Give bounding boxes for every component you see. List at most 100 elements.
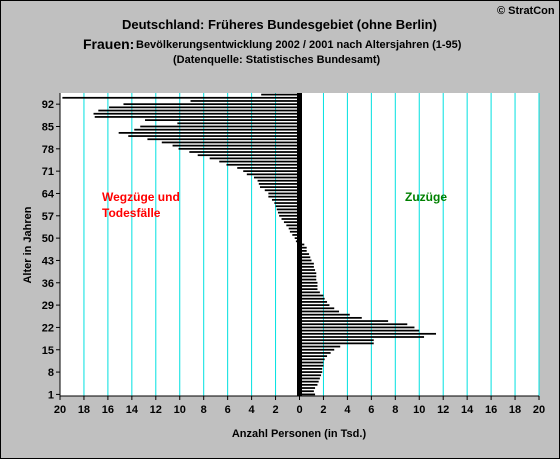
bar-age-68 <box>257 179 300 182</box>
x-tick-label: 4 <box>249 404 256 416</box>
bar-age-47 <box>299 246 307 249</box>
bar-age-15 <box>299 348 335 351</box>
x-tick-label: 12 <box>437 404 449 416</box>
bar-age-10 <box>299 364 324 367</box>
bar-age-18 <box>299 339 374 342</box>
bar-age-24 <box>299 320 389 322</box>
bar-age-41 <box>299 265 314 268</box>
x-tick-label: 6 <box>368 404 374 416</box>
bar-age-34 <box>299 288 318 291</box>
x-tick-label: 20 <box>533 404 545 416</box>
bar-age-74 <box>219 160 300 163</box>
y-tick-label: 92 <box>42 99 54 111</box>
bar-age-28 <box>299 307 335 310</box>
bar-age-75 <box>209 157 300 160</box>
x-tick-label: 8 <box>201 404 207 416</box>
x-tick-label: 14 <box>461 404 474 416</box>
bar-age-14 <box>299 352 331 354</box>
bar-age-52 <box>289 230 300 233</box>
x-tick-label: 14 <box>126 404 139 416</box>
y-tick-label: 1 <box>48 389 54 401</box>
annotation-right: Zuzüge <box>405 190 447 204</box>
y-tick-label: 22 <box>42 322 54 334</box>
bar-age-83 <box>118 131 300 134</box>
bar-age-88 <box>94 116 300 118</box>
bar-age-21 <box>299 329 420 332</box>
y-tick-labels: 1 8 15 22 29 36 43 50 57 64 71 78 85 92 <box>42 99 60 401</box>
bar-age-87 <box>145 119 300 121</box>
bar-age-90 <box>98 109 300 112</box>
bar-age-38 <box>299 275 317 278</box>
bar-age-67 <box>258 183 300 185</box>
x-tick-label: 18 <box>78 404 90 416</box>
bar-age-80 <box>161 141 300 144</box>
bar-age-82 <box>128 135 300 137</box>
y-axis-label: Alter in Jahren <box>22 206 34 283</box>
bar-age-81 <box>147 138 300 141</box>
bar-age-25 <box>299 316 362 319</box>
bar-age-2 <box>299 390 314 393</box>
subtitle-prefix: Frauen: <box>83 36 135 52</box>
bar-age-27 <box>299 310 340 313</box>
bar-age-46 <box>299 250 307 252</box>
x-tick-label: 10 <box>174 404 186 416</box>
bar-age-86 <box>177 122 300 125</box>
bar-age-61 <box>274 202 300 204</box>
bar-age-16 <box>299 345 341 348</box>
bar-age-92 <box>123 103 300 106</box>
bar-age-5 <box>299 380 319 383</box>
y-tick-label: 50 <box>42 233 54 245</box>
bar-age-56 <box>281 218 300 220</box>
bar-age-40 <box>299 269 316 271</box>
annotation-left: Wegzüge und Todesfälle <box>102 190 180 220</box>
grid-lines <box>83 93 540 396</box>
bar-age-45 <box>299 253 310 255</box>
y-tick-label: 8 <box>48 367 54 379</box>
bar-age-77 <box>189 151 300 153</box>
bar-age-39 <box>299 272 317 275</box>
y-tick-label: 71 <box>42 166 54 178</box>
x-tick-label: 0 <box>296 404 302 416</box>
bars-layer <box>62 93 437 396</box>
bar-age-91 <box>109 106 300 109</box>
y-tick-label: 78 <box>42 144 54 156</box>
bar-age-58 <box>277 211 300 214</box>
bar-age-62 <box>271 198 300 201</box>
x-tick-label: 10 <box>413 404 425 416</box>
bar-age-13 <box>299 355 328 358</box>
data-source-note: (Datenquelle: Statistisches Bundesamt) <box>173 54 381 66</box>
bar-age-11 <box>299 361 324 364</box>
bar-age-4 <box>299 383 318 386</box>
bar-age-26 <box>299 313 350 316</box>
y-tick-label: 29 <box>42 300 54 312</box>
bar-age-1 <box>299 393 316 396</box>
bar-age-73 <box>226 163 300 166</box>
bar-age-84 <box>134 128 300 131</box>
bar-age-43 <box>299 259 312 262</box>
x-tick-label: 8 <box>392 404 398 416</box>
annotations: Wegzüge und Todesfälle Zuzüge <box>102 190 447 220</box>
bar-age-93 <box>190 100 300 102</box>
bar-age-79 <box>172 144 300 147</box>
x-tick-label: 12 <box>150 404 162 416</box>
bar-age-65 <box>264 189 300 192</box>
bar-age-29 <box>299 304 330 306</box>
bar-age-37 <box>299 278 317 281</box>
bar-age-78 <box>178 147 300 150</box>
bar-age-8 <box>299 371 323 373</box>
bar-age-57 <box>279 214 300 217</box>
bar-age-94 <box>62 96 300 99</box>
bar-age-6 <box>299 377 320 380</box>
y-tick-label: 36 <box>42 278 54 290</box>
bar-age-23 <box>299 323 408 326</box>
bar-age-12 <box>299 358 325 361</box>
y-tick-label: 57 <box>42 211 54 223</box>
bar-age-85 <box>140 125 300 128</box>
bar-age-69 <box>253 176 300 179</box>
bar-age-20 <box>299 332 437 335</box>
bar-age-71 <box>243 170 300 173</box>
x-axis-label: Anzahl Personen (in Tsd.) <box>232 428 367 440</box>
bar-age-72 <box>237 167 300 169</box>
bar-age-60 <box>275 205 300 208</box>
